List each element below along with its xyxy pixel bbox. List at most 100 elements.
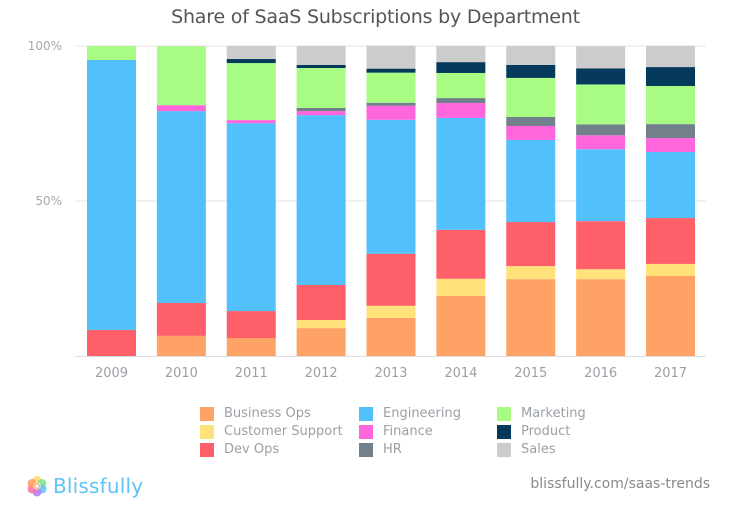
bar-segment-marketing[interactable] xyxy=(296,68,346,108)
legend-label: Dev Ops xyxy=(224,442,280,457)
bar-segment-customer-support[interactable] xyxy=(436,278,486,296)
bar-segment-business-ops[interactable] xyxy=(506,279,556,356)
bar-segment-finance[interactable] xyxy=(436,103,486,118)
bar-segment-sales[interactable] xyxy=(506,46,556,65)
legend: Business Ops Engineering Marketing Customer… xyxy=(200,405,620,458)
bar-segment-customer-support[interactable] xyxy=(646,263,695,277)
bar-segment-finance[interactable] xyxy=(226,120,276,124)
bar-segment-product[interactable] xyxy=(366,68,416,73)
bar-segment-product[interactable] xyxy=(646,67,695,86)
bar-segment-engineering[interactable] xyxy=(506,139,556,223)
legend-item-hr[interactable]: HR xyxy=(359,441,497,458)
bar-segment-finance[interactable] xyxy=(296,111,346,116)
bar-stack-2015 xyxy=(506,46,556,356)
legend-item-product[interactable]: Product xyxy=(497,423,617,440)
legend-item-business-ops[interactable]: Business Ops xyxy=(200,405,359,422)
bar-segment-engineering[interactable] xyxy=(226,123,276,312)
bar-segment-engineering[interactable] xyxy=(87,59,136,330)
bar-segment-business-ops[interactable] xyxy=(646,276,695,356)
bar-stack-2011 xyxy=(226,46,276,356)
bar-segment-sales[interactable] xyxy=(226,46,276,60)
bar-segment-dev-ops[interactable] xyxy=(226,311,276,339)
legend-item-finance[interactable]: Finance xyxy=(359,423,497,440)
bar-segment-hr[interactable] xyxy=(576,124,626,136)
y-tick-label: 50% xyxy=(35,194,62,208)
bar-segment-marketing[interactable] xyxy=(436,72,486,99)
legend-label: Finance xyxy=(383,424,433,439)
bar-segment-marketing[interactable] xyxy=(576,84,626,125)
bar-segment-hr[interactable] xyxy=(646,124,695,139)
bar-stack-2012 xyxy=(296,46,346,356)
bar-segment-sales[interactable] xyxy=(296,46,346,65)
legend-swatch xyxy=(359,442,373,457)
x-tick-label: 2016 xyxy=(584,366,617,381)
legend-label: Customer Support xyxy=(224,424,343,439)
bar-segment-engineering[interactable] xyxy=(296,115,346,286)
bar-segment-engineering[interactable] xyxy=(156,111,206,303)
chart-title: Share of SaaS Subscriptions by Departmen… xyxy=(171,6,580,28)
bar-segment-product[interactable] xyxy=(296,64,346,69)
bar-segment-marketing[interactable] xyxy=(646,85,695,125)
legend-swatch xyxy=(497,442,511,457)
bar-segment-dev-ops[interactable] xyxy=(436,229,486,279)
bar-segment-finance[interactable] xyxy=(576,135,626,150)
legend-item-engineering[interactable]: Engineering xyxy=(359,405,497,422)
bar-segment-dev-ops[interactable] xyxy=(87,329,136,356)
bar-segment-marketing[interactable] xyxy=(506,77,556,117)
bar-segment-product[interactable] xyxy=(576,68,626,85)
bar-segment-sales[interactable] xyxy=(646,46,695,68)
bar-segment-sales[interactable] xyxy=(576,46,626,69)
bar-segment-hr[interactable] xyxy=(506,116,556,126)
bar-segment-dev-ops[interactable] xyxy=(576,221,626,270)
legend-label: HR xyxy=(383,442,402,457)
bar-segment-dev-ops[interactable] xyxy=(156,302,206,336)
bar-segment-engineering[interactable] xyxy=(366,119,416,254)
legend-label: Marketing xyxy=(521,406,586,421)
bar-segment-dev-ops[interactable] xyxy=(296,285,346,321)
bar-segment-product[interactable] xyxy=(436,62,486,73)
bar-segment-customer-support[interactable] xyxy=(506,266,556,280)
legend-label: Business Ops xyxy=(224,406,311,421)
bar-segment-business-ops[interactable] xyxy=(436,295,486,356)
legend-swatch xyxy=(200,406,214,421)
x-tick-label: 2013 xyxy=(374,366,407,381)
bar-segment-business-ops[interactable] xyxy=(156,335,206,356)
bar-segment-marketing[interactable] xyxy=(156,46,206,106)
bar-segment-dev-ops[interactable] xyxy=(646,218,695,264)
bar-segment-business-ops[interactable] xyxy=(296,328,346,356)
bar-segment-product[interactable] xyxy=(226,59,276,64)
bar-stack-2010 xyxy=(156,46,206,356)
bar-segment-hr[interactable] xyxy=(436,98,486,104)
source-url[interactable]: blissfully.com/saas-trends xyxy=(530,476,710,492)
legend-swatch xyxy=(359,424,373,439)
bar-segment-marketing[interactable] xyxy=(87,46,136,60)
bar-segment-customer-support[interactable] xyxy=(576,269,626,280)
bar-segment-business-ops[interactable] xyxy=(576,279,626,356)
legend-label: Product xyxy=(521,424,571,439)
bar-segment-business-ops[interactable] xyxy=(226,338,276,356)
bar-segment-marketing[interactable] xyxy=(226,63,276,121)
bar-segment-dev-ops[interactable] xyxy=(366,253,416,306)
bar-segment-product[interactable] xyxy=(506,64,556,78)
bar-segment-engineering[interactable] xyxy=(646,152,695,219)
bar-segment-finance[interactable] xyxy=(366,105,416,120)
bar-segment-finance[interactable] xyxy=(506,125,556,140)
legend-item-sales[interactable]: Sales xyxy=(497,441,617,458)
bar-segment-hr[interactable] xyxy=(366,102,416,106)
legend-item-marketing[interactable]: Marketing xyxy=(497,405,617,422)
x-tick-label: 2011 xyxy=(235,366,268,381)
bar-segment-customer-support[interactable] xyxy=(296,320,346,329)
legend-item-dev-ops[interactable]: Dev Ops xyxy=(200,441,359,458)
legend-item-customer-support[interactable]: Customer Support xyxy=(200,423,359,440)
bar-segment-sales[interactable] xyxy=(436,46,486,63)
bar-segment-business-ops[interactable] xyxy=(366,317,416,356)
bar-segment-finance[interactable] xyxy=(156,105,206,112)
bar-segment-engineering[interactable] xyxy=(436,117,486,230)
bar-segment-dev-ops[interactable] xyxy=(506,222,556,267)
bar-segment-sales[interactable] xyxy=(366,45,416,69)
bar-segment-marketing[interactable] xyxy=(366,72,416,103)
bar-segment-engineering[interactable] xyxy=(576,149,626,222)
bar-segment-finance[interactable] xyxy=(646,138,695,153)
bar-segment-hr[interactable] xyxy=(296,108,346,112)
bar-segment-customer-support[interactable] xyxy=(366,305,416,318)
